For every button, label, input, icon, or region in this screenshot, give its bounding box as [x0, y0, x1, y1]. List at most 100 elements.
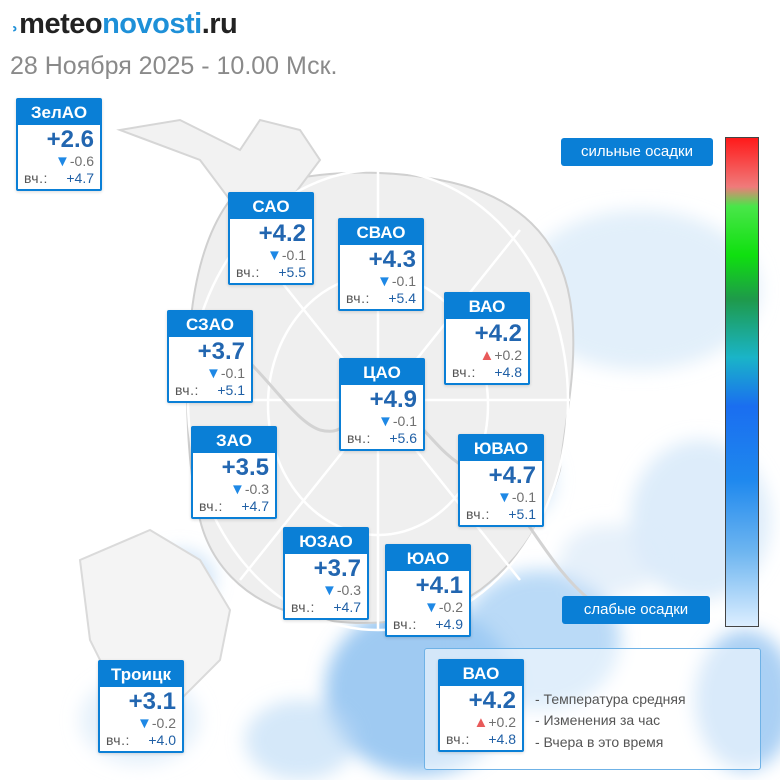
precip-scale-top-label: сильные осадки: [561, 138, 713, 166]
arrow-up-icon: ▲: [479, 347, 495, 364]
district-card-yuvao: ЮВАО +4.7 ▼-0.1 вч.: +5.1: [458, 434, 544, 527]
change-value: -0.3: [336, 582, 361, 598]
hourly-change: ▼-0.2: [387, 599, 469, 616]
district-card-yuao: ЮАО +4.1 ▼-0.2 вч.: +4.9: [385, 544, 471, 637]
district-name: ВАО: [446, 294, 528, 319]
yesterday-row: вч.: +5.1: [460, 505, 542, 525]
arrow-down-icon: ▼: [497, 489, 512, 506]
yesterday-value: +4.8: [494, 364, 522, 380]
district-name: Троицк: [100, 662, 182, 687]
yesterday-label: вч.:: [199, 498, 223, 514]
district-card-zelao: ЗелАО +2.6 ▼-0.6 вч.: +4.7: [16, 98, 102, 191]
district-name: ВАО: [440, 661, 522, 686]
yesterday-value: +5.6: [389, 430, 417, 446]
yesterday-value: +4.0: [148, 732, 176, 748]
legend-example-card: ВАО +4.2 ▲+0.2 вч.: +4.8: [438, 659, 524, 752]
arrow-down-icon: ▼: [267, 247, 282, 264]
legend-item-yesterday: - Вчера в это время: [535, 734, 664, 750]
arrow-down-icon: ▼: [322, 582, 337, 599]
yesterday-row: вч.: +4.7: [193, 497, 275, 517]
district-name: ЮВАО: [460, 436, 542, 461]
district-card-yuzao: ЮЗАО +3.7 ▼-0.3 вч.: +4.7: [283, 527, 369, 620]
temperature-value: +4.3: [368, 246, 416, 273]
change-value: -0.2: [151, 715, 176, 731]
yesterday-value: +4.8: [488, 731, 516, 747]
district-card-cao: ЦАО +4.9 ▼-0.1 вч.: +5.6: [339, 358, 425, 451]
hourly-change: ▲+0.2: [446, 347, 528, 364]
forecast-datetime: 28 Ноября 2025 - 10.00 Мск.: [10, 52, 338, 80]
yesterday-value: +5.1: [508, 506, 536, 522]
arrow-down-icon: ▼: [137, 715, 152, 732]
change-value: -0.6: [69, 153, 94, 169]
district-name: ЗАО: [193, 428, 275, 453]
arrow-down-icon: ▼: [230, 481, 245, 498]
temperature-value: +3.7: [313, 555, 361, 582]
legend-item-avg-temp: - Температура средняя: [535, 691, 686, 707]
yesterday-row: вч.: +4.7: [18, 169, 100, 189]
hourly-change: ▼-0.3: [193, 481, 275, 498]
district-name: ЮАО: [387, 546, 469, 571]
change-value: -0.1: [391, 273, 416, 289]
change-value: -0.1: [392, 413, 417, 429]
yesterday-value: +4.7: [241, 498, 269, 514]
temperature-value: +4.2: [474, 320, 522, 347]
change-value: +0.2: [494, 347, 522, 363]
district-name: ЮЗАО: [285, 529, 367, 554]
yesterday-row: вч.: +4.7: [285, 598, 367, 618]
yesterday-value: +5.1: [217, 382, 245, 398]
yesterday-label: вч.:: [446, 731, 470, 747]
yesterday-label: вч.:: [393, 616, 417, 632]
yesterday-row: вч.: +4.0: [100, 731, 182, 751]
hourly-change: ▼-0.1: [230, 247, 312, 264]
district-name: СЗАО: [169, 312, 251, 337]
yesterday-row: вч.: +4.9: [387, 615, 469, 635]
yesterday-label: вч.:: [175, 382, 199, 398]
district-card-sao: САО +4.2 ▼-0.1 вч.: +5.5: [228, 192, 314, 285]
yesterday-row: вч.: +5.1: [169, 381, 251, 401]
yesterday-label: вч.:: [24, 170, 48, 186]
temperature-value: +4.1: [415, 572, 463, 599]
yesterday-label: вч.:: [466, 506, 490, 522]
hourly-change: ▲+0.2: [440, 714, 522, 731]
yesterday-label: вч.:: [346, 290, 370, 306]
hourly-change: ▼-0.1: [460, 489, 542, 506]
yesterday-label: вч.:: [236, 264, 260, 280]
logo-mark: ˒: [10, 8, 20, 40]
arrow-down-icon: ▼: [424, 599, 439, 616]
change-value: -0.1: [511, 489, 536, 505]
yesterday-row: вч.: +5.6: [341, 429, 423, 449]
temperature-value: +3.7: [197, 338, 245, 365]
arrow-down-icon: ▼: [377, 273, 392, 290]
meteonovosti-logo[interactable]: ˒meteonovosti.ru: [10, 6, 238, 42]
yesterday-value: +5.4: [388, 290, 416, 306]
change-value: -0.1: [220, 365, 245, 381]
logo-meteo: meteo: [19, 8, 103, 40]
yesterday-value: +4.7: [66, 170, 94, 186]
temperature-value: +4.2: [258, 220, 306, 247]
district-card-troitsk: Троицк +3.1 ▼-0.2 вч.: +4.0: [98, 660, 184, 753]
yesterday-value: +4.7: [333, 599, 361, 615]
yesterday-label: вч.:: [106, 732, 130, 748]
district-name: СВАО: [340, 220, 422, 245]
logo-novosti: novosti: [102, 8, 202, 40]
arrow-down-icon: ▼: [378, 413, 393, 430]
hourly-change: ▼-0.1: [169, 365, 251, 382]
district-card-vao: ВАО +4.2 ▲+0.2 вч.: +4.8: [444, 292, 530, 385]
hourly-change: ▼-0.1: [341, 413, 423, 430]
change-value: +0.2: [488, 714, 516, 730]
arrow-up-icon: ▲: [473, 714, 489, 731]
hourly-change: ▼-0.2: [100, 715, 182, 732]
district-name: ЦАО: [341, 360, 423, 385]
precip-color-scale: [725, 137, 759, 627]
temperature-value: +4.9: [369, 386, 417, 413]
arrow-down-icon: ▼: [55, 153, 70, 170]
yesterday-row: вч.: +4.8: [440, 730, 522, 750]
hourly-change: ▼-0.6: [18, 153, 100, 170]
yesterday-value: +5.5: [278, 264, 306, 280]
district-name: ЗелАО: [18, 100, 100, 125]
yesterday-row: вч.: +5.5: [230, 263, 312, 283]
legend-item-hourly-change: - Изменения за час: [535, 712, 661, 728]
hourly-change: ▼-0.1: [340, 273, 422, 290]
yesterday-label: вч.:: [291, 599, 315, 615]
logo-domain: .ru: [201, 8, 238, 40]
